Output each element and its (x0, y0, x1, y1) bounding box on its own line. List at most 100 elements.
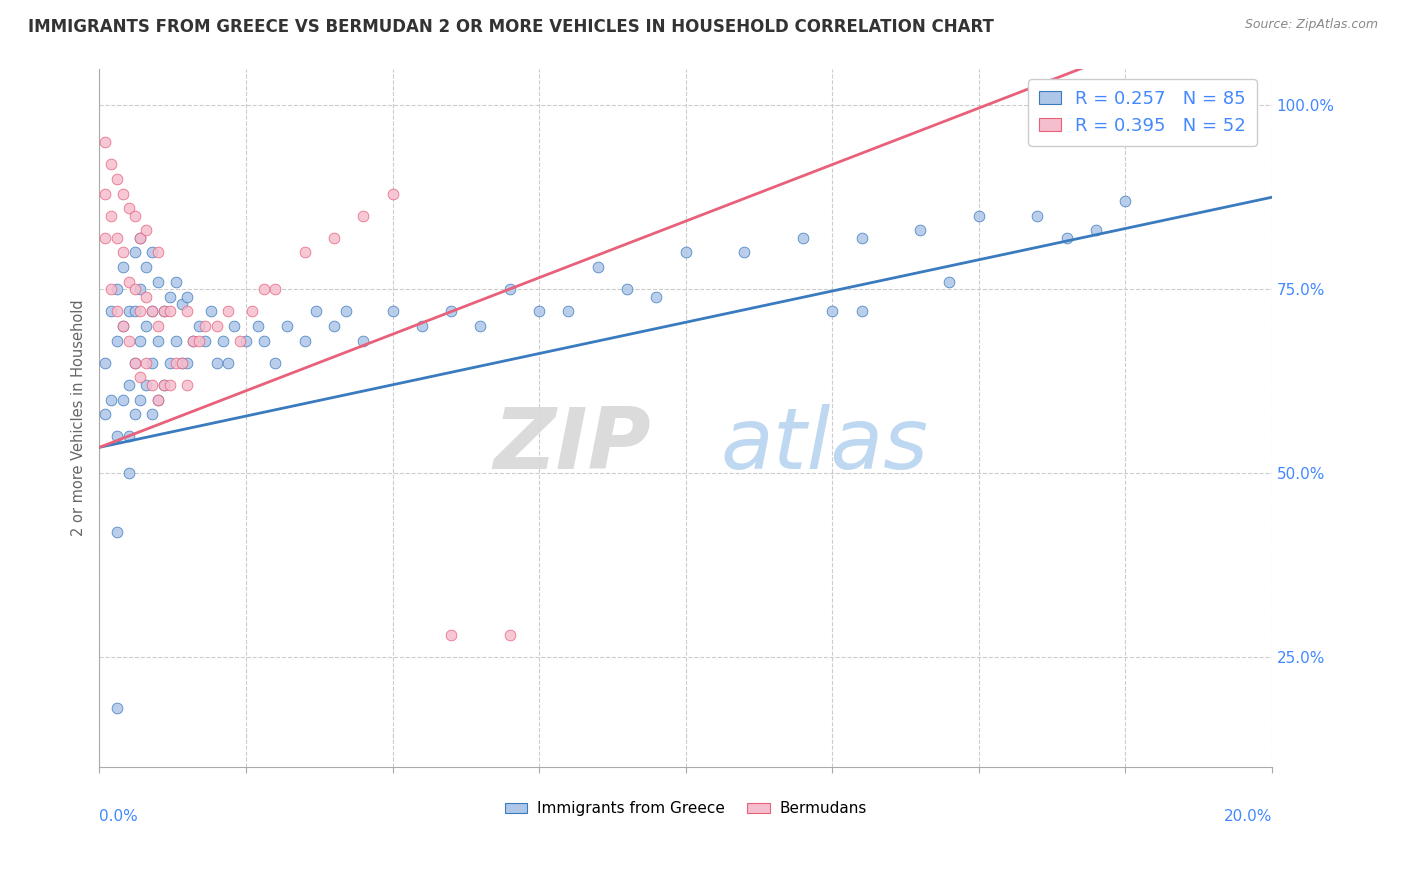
Point (527, 304, 550, 318)
Point (645, 289, 668, 303)
Point (94, 230, 117, 244)
Text: atlas: atlas (721, 404, 929, 487)
Point (557, 304, 579, 318)
Point (335, 304, 357, 318)
Point (294, 245, 316, 260)
Point (105, 429, 128, 443)
Point (381, 304, 404, 318)
Text: IMMIGRANTS FROM GREECE VS BERMUDAN 2 OR MORE VEHICLES IN HOUSEHOLD CORRELATION C: IMMIGRANTS FROM GREECE VS BERMUDAN 2 OR … (28, 18, 994, 36)
Point (118, 304, 141, 318)
Point (499, 628, 522, 642)
Point (217, 356, 239, 370)
Y-axis label: 2 or more Vehicles in Household: 2 or more Vehicles in Household (72, 300, 86, 536)
Point (141, 377, 163, 392)
Point (194, 334, 217, 348)
Point (440, 304, 463, 318)
Point (124, 245, 146, 260)
Point (188, 318, 211, 333)
Point (141, 245, 163, 260)
Point (100, 209, 122, 223)
Point (323, 230, 346, 244)
Point (165, 356, 187, 370)
Point (124, 209, 146, 223)
Text: 0.0%: 0.0% (100, 809, 138, 824)
Point (851, 230, 873, 244)
Point (153, 304, 176, 318)
Point (176, 356, 198, 370)
Point (105, 230, 128, 244)
Point (105, 334, 128, 348)
Point (118, 377, 141, 392)
Text: Source: ZipAtlas.com: Source: ZipAtlas.com (1244, 18, 1378, 31)
Point (170, 356, 193, 370)
Point (200, 304, 222, 318)
Point (135, 260, 157, 274)
Point (100, 392, 122, 407)
Point (235, 334, 257, 348)
Point (908, 223, 931, 237)
Point (170, 356, 193, 370)
Point (188, 334, 211, 348)
Point (381, 186, 404, 201)
Point (100, 157, 122, 171)
Point (100, 304, 122, 318)
Point (111, 186, 134, 201)
Point (105, 701, 128, 715)
Point (264, 356, 287, 370)
Point (141, 356, 163, 370)
Point (499, 282, 522, 296)
Point (851, 304, 873, 318)
Point (135, 289, 157, 303)
Point (129, 370, 152, 384)
Point (159, 356, 181, 370)
Point (264, 282, 287, 296)
Point (194, 318, 217, 333)
Point (176, 289, 198, 303)
Point (141, 304, 163, 318)
Point (105, 172, 128, 186)
Point (153, 377, 176, 392)
Point (135, 223, 157, 237)
Point (967, 209, 990, 223)
Point (176, 304, 198, 318)
Point (129, 392, 152, 407)
Point (1026, 209, 1049, 223)
Point (205, 318, 228, 333)
Point (105, 524, 128, 539)
Point (129, 230, 152, 244)
Text: 20.0%: 20.0% (1223, 809, 1272, 824)
Point (792, 230, 814, 244)
Point (153, 377, 176, 392)
Point (94, 135, 117, 149)
Point (94, 407, 117, 421)
Point (124, 356, 146, 370)
Point (118, 429, 141, 443)
Point (352, 334, 374, 348)
Point (323, 318, 346, 333)
Point (118, 201, 141, 215)
Point (94, 186, 117, 201)
Point (94, 356, 117, 370)
Point (146, 245, 169, 260)
Point (159, 304, 181, 318)
Point (153, 304, 176, 318)
Point (118, 466, 141, 480)
Text: ZIP: ZIP (494, 404, 651, 487)
Point (111, 318, 134, 333)
Point (135, 356, 157, 370)
Point (305, 304, 328, 318)
Point (181, 334, 204, 348)
Point (146, 392, 169, 407)
Point (129, 282, 152, 296)
Point (224, 318, 246, 333)
Point (1056, 230, 1078, 244)
Point (135, 318, 157, 333)
Point (146, 318, 169, 333)
Point (733, 245, 755, 260)
Point (240, 304, 263, 318)
Point (217, 304, 239, 318)
Point (352, 209, 374, 223)
Point (211, 334, 233, 348)
Point (1114, 194, 1136, 208)
Point (159, 289, 181, 303)
